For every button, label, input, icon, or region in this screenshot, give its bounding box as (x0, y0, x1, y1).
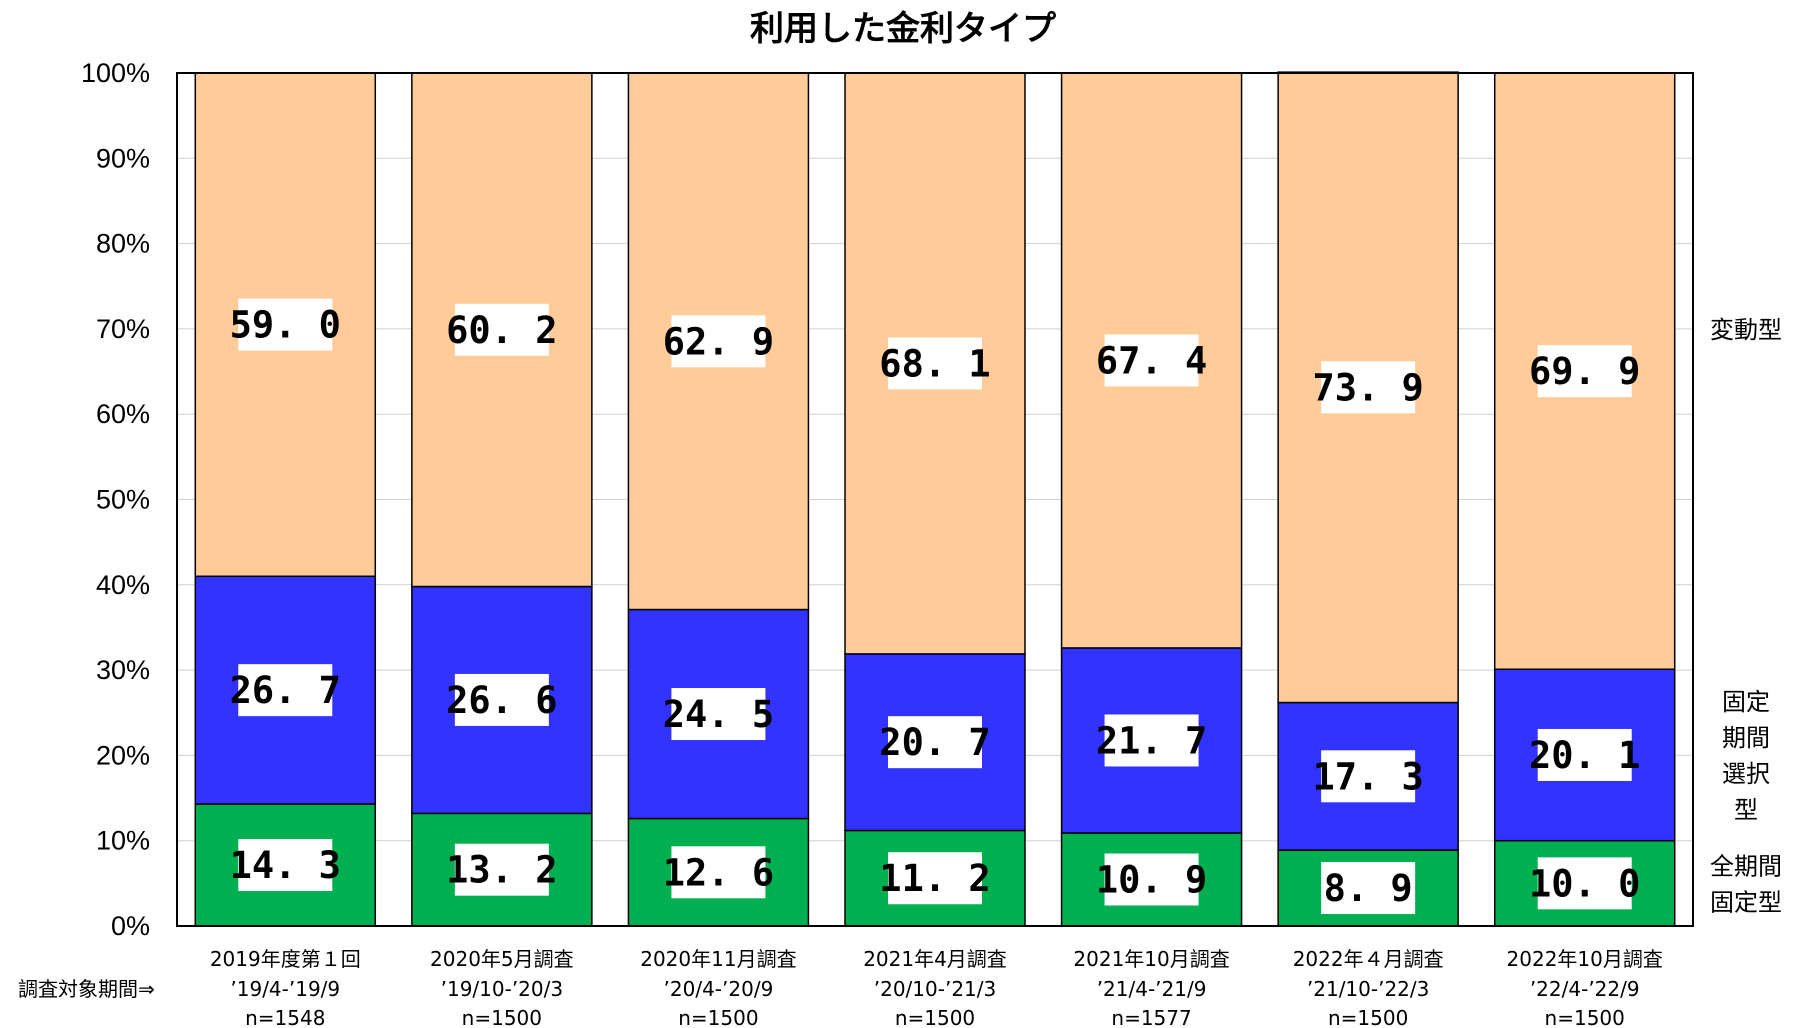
data-label: 10. 0 (1529, 862, 1640, 905)
x-sample-size-label: n=1577 (1111, 1006, 1191, 1028)
y-tick-label: 20% (96, 740, 150, 770)
x-axis: 2019年度第１回 ’19/4-’19/9 n=1548 2020年5月調査 ’19/1… (18, 947, 1663, 1028)
chart-title: 利用した金利タイプ (750, 9, 1056, 49)
data-label-box (671, 315, 766, 368)
x-period-label: ’20/10-’21/3 (874, 977, 996, 1001)
data-label-box (1321, 750, 1416, 803)
data-label-box (888, 716, 982, 769)
y-tick-label: 30% (96, 655, 150, 685)
y-tick-label: 0% (111, 911, 150, 941)
data-label-box (1537, 345, 1632, 398)
data-label-box (888, 852, 982, 905)
y-tick-label: 10% (96, 826, 150, 856)
data-label: 13. 2 (446, 849, 557, 892)
legend-label: 選択 (1722, 760, 1770, 788)
plot-area-frame (176, 72, 1694, 927)
x-sample-size-label: n=1500 (895, 1006, 975, 1028)
x-period-label: ’22/4-’22/9 (1530, 977, 1640, 1001)
x-period-label: ’20/4-’20/9 (664, 977, 774, 1001)
data-label: 69. 9 (1529, 350, 1640, 393)
y-tick-label: 100% (81, 58, 150, 88)
y-tick-label: 90% (96, 143, 150, 173)
bars (194, 71, 1676, 927)
data-label-box (454, 673, 549, 726)
y-tick-label: 60% (96, 399, 150, 429)
x-category-label: 2020年11月調査 (640, 947, 796, 971)
data-label: 8. 9 (1324, 867, 1413, 910)
legend-label: 全期間 (1710, 852, 1782, 880)
data-label: 59. 0 (230, 304, 341, 347)
data-label: 20. 1 (1529, 734, 1640, 777)
data-label: 26. 6 (446, 679, 557, 722)
x-category-label: 2019年度第１回 (210, 947, 361, 971)
x-sample-size-label: n=1548 (245, 1006, 325, 1028)
y-axis: 0% 10% 20% 30% 40% 50% 60% 70% 80% 90% 100% (81, 58, 150, 941)
x-sample-size-label: n=1500 (1328, 1006, 1408, 1028)
x-category-label: 2021年10月調査 (1073, 947, 1229, 971)
data-label: 24. 5 (663, 693, 774, 736)
data-label-box (1104, 334, 1199, 387)
data-label: 73. 9 (1312, 366, 1423, 409)
data-label: 62. 9 (663, 320, 774, 363)
y-tick-label: 80% (96, 229, 150, 259)
x-period-label: ’19/4-’19/9 (230, 977, 340, 1001)
x-category-label: 2020年5月調査 (430, 947, 574, 971)
data-label: 67. 4 (1096, 339, 1207, 382)
data-label-box (671, 846, 766, 899)
legend-label: 変動型 (1710, 316, 1782, 344)
data-label: 21. 7 (1096, 719, 1207, 762)
x-category-label: 2022年10月調査 (1507, 947, 1663, 971)
legend-label: 固定型 (1710, 888, 1782, 916)
data-label-box (671, 688, 766, 741)
x-sample-size-label: n=1500 (678, 1006, 758, 1028)
data-label-box (238, 298, 333, 351)
period-prefix-label: 調査対象期間⇒ (18, 977, 155, 1001)
data-label-box (454, 303, 549, 356)
data-label: 60. 2 (446, 309, 557, 352)
data-label-box (888, 337, 982, 390)
legend-label: 型 (1734, 796, 1758, 824)
data-label: 20. 7 (879, 721, 990, 764)
data-label-box (1537, 728, 1632, 781)
data-label: 10. 9 (1096, 859, 1207, 902)
data-label-box (238, 664, 333, 717)
data-label-box (1537, 857, 1632, 910)
y-tick-label: 40% (96, 570, 150, 600)
data-label-box (1104, 714, 1199, 767)
x-sample-size-label: n=1500 (462, 1006, 542, 1028)
y-tick-label: 50% (96, 485, 150, 515)
x-category-label: 2022年４月調査 (1293, 947, 1444, 971)
legend-label: 固定 (1722, 688, 1770, 716)
x-period-label: ’19/10-’20/3 (441, 977, 563, 1001)
y-tick-label: 70% (96, 314, 150, 344)
data-label-box (1104, 853, 1199, 906)
data-label: 26. 7 (230, 669, 341, 712)
data-label: 11. 2 (879, 857, 990, 900)
legend-label: 期間 (1722, 724, 1770, 752)
x-period-label: ’21/4-’21/9 (1097, 977, 1207, 1001)
x-sample-size-label: n=1500 (1545, 1006, 1625, 1028)
data-label: 12. 6 (663, 851, 774, 894)
data-labels: 14. 3 26. 7 59. 0 13. 2 26. 6 60. 2 12. 6 24. 5… (230, 298, 1640, 915)
data-label-box (454, 843, 549, 896)
x-period-label: ’21/10-’22/3 (1307, 977, 1429, 1001)
data-label-box (1321, 862, 1416, 915)
data-label: 68. 1 (879, 342, 990, 385)
data-label: 14. 3 (230, 844, 341, 887)
data-label-box (1321, 361, 1416, 414)
data-label-box (238, 839, 333, 892)
data-label: 17. 3 (1312, 755, 1423, 798)
x-category-label: 2021年4月調査 (863, 947, 1007, 971)
